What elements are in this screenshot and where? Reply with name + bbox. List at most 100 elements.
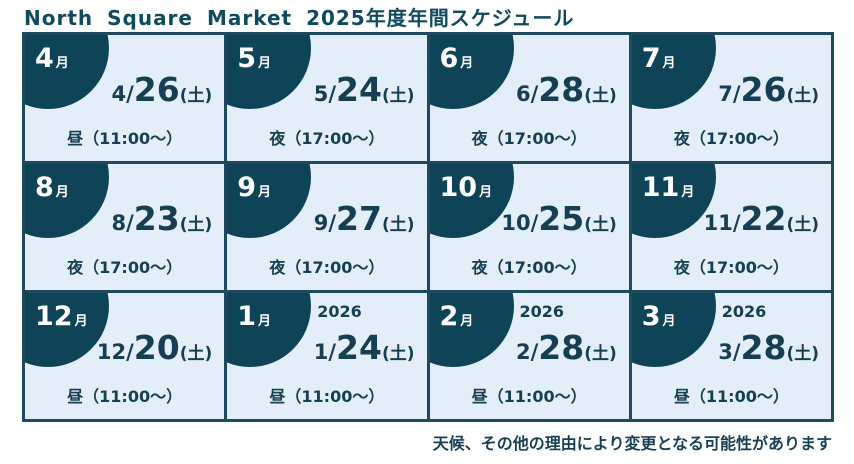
month-suffix: 月 bbox=[55, 56, 69, 71]
weekday-label: (土) bbox=[179, 86, 213, 106]
event-time: 昼（11:00〜） bbox=[673, 387, 789, 406]
date-month-prefix: 12/ bbox=[96, 340, 134, 364]
event-time: 昼（11:00〜） bbox=[67, 129, 183, 148]
event-time: 昼（11:00〜） bbox=[67, 387, 183, 406]
date-day: 23 bbox=[133, 199, 180, 238]
date-month-prefix: 7/ bbox=[718, 82, 741, 106]
weekday-label: (土) bbox=[786, 215, 819, 235]
month-suffix: 月 bbox=[479, 185, 493, 200]
date-day: 28 bbox=[538, 328, 585, 367]
date-month-prefix: 10/ bbox=[501, 211, 539, 235]
event-date: 1/24(土) bbox=[314, 331, 415, 364]
schedule-cell: 12 月 12/20(土) 昼（11:00〜） bbox=[25, 293, 225, 419]
month-label: 10 月 bbox=[440, 174, 493, 201]
date-month-prefix: 11/ bbox=[703, 211, 741, 235]
month-number: 2 bbox=[439, 301, 459, 332]
month-number: 6 bbox=[439, 43, 459, 74]
event-date: 7/26(土) bbox=[718, 73, 819, 106]
event-date: 8/23(土) bbox=[111, 202, 212, 235]
date-month-prefix: 8/ bbox=[111, 211, 134, 235]
month-number: 4 bbox=[35, 43, 54, 74]
date-day: 25 bbox=[538, 199, 585, 238]
month-suffix: 月 bbox=[460, 56, 474, 71]
month-number: 5 bbox=[237, 43, 257, 74]
weekday-label: (土) bbox=[381, 344, 415, 364]
schedule-cell: 10 月 10/25(土) 夜（17:00〜） bbox=[429, 164, 629, 290]
date-day: 28 bbox=[740, 328, 787, 367]
month-suffix: 月 bbox=[258, 314, 272, 329]
event-time: 夜（17:00〜） bbox=[471, 258, 587, 277]
year-label: 2026 bbox=[317, 302, 362, 321]
month-number: 12 bbox=[35, 301, 73, 332]
event-time: 夜（17:00〜） bbox=[269, 258, 385, 277]
date-month-prefix: 4/ bbox=[111, 82, 134, 106]
weekday-label: (土) bbox=[381, 86, 415, 106]
event-date: 6/28(土) bbox=[516, 73, 617, 106]
month-number: 9 bbox=[237, 172, 257, 203]
month-suffix: 月 bbox=[460, 314, 474, 329]
date-month-prefix: 1/ bbox=[313, 340, 337, 364]
year-label: 2026 bbox=[721, 302, 767, 321]
weekday-label: (土) bbox=[179, 215, 213, 235]
date-month-prefix: 2/ bbox=[515, 340, 539, 364]
disclaimer-note: 天候、その他の理由により変更となる可能性があります bbox=[432, 434, 832, 453]
month-number: 1 bbox=[237, 301, 257, 332]
event-time: 夜（17:00〜） bbox=[67, 258, 183, 277]
event-date: 11/22(土) bbox=[704, 202, 819, 235]
event-time: 夜（17:00〜） bbox=[673, 129, 789, 148]
date-day: 26 bbox=[133, 70, 180, 109]
date-month-prefix: 9/ bbox=[313, 211, 337, 235]
month-number: 3 bbox=[641, 301, 661, 332]
event-time: 昼（11:00〜） bbox=[269, 387, 385, 406]
month-suffix: 月 bbox=[55, 185, 69, 200]
month-suffix: 月 bbox=[74, 314, 88, 329]
year-label: 2026 bbox=[519, 302, 565, 321]
month-label: 12 月 bbox=[35, 303, 88, 330]
weekday-label: (土) bbox=[584, 344, 617, 364]
month-suffix: 月 bbox=[662, 56, 676, 71]
event-time: 夜（17:00〜） bbox=[471, 129, 587, 148]
date-day: 26 bbox=[740, 70, 787, 109]
event-date: 2/28(土) bbox=[516, 331, 617, 364]
month-number: 8 bbox=[35, 172, 54, 203]
event-date: 9/27(土) bbox=[314, 202, 415, 235]
schedule-cell: 11 月 11/22(土) 夜（17:00〜） bbox=[631, 164, 831, 290]
month-number: 11 bbox=[641, 172, 680, 203]
date-day: 28 bbox=[538, 70, 585, 109]
month-suffix: 月 bbox=[681, 185, 695, 200]
weekday-label: (土) bbox=[584, 215, 617, 235]
weekday-label: (土) bbox=[584, 86, 617, 106]
event-date: 5/24(土) bbox=[314, 73, 415, 106]
event-time: 夜（17:00〜） bbox=[269, 129, 385, 148]
event-date: 12/20(土) bbox=[97, 331, 212, 364]
event-date: 10/25(土) bbox=[501, 202, 616, 235]
date-day: 27 bbox=[336, 199, 382, 238]
event-time: 昼（11:00〜） bbox=[471, 387, 587, 406]
month-number: 10 bbox=[439, 172, 478, 203]
weekday-label: (土) bbox=[179, 344, 213, 364]
date-day: 20 bbox=[133, 328, 180, 367]
month-suffix: 月 bbox=[258, 185, 272, 200]
event-date: 4/26(土) bbox=[111, 73, 212, 106]
date-month-prefix: 6/ bbox=[515, 82, 539, 106]
month-suffix: 月 bbox=[258, 56, 272, 71]
